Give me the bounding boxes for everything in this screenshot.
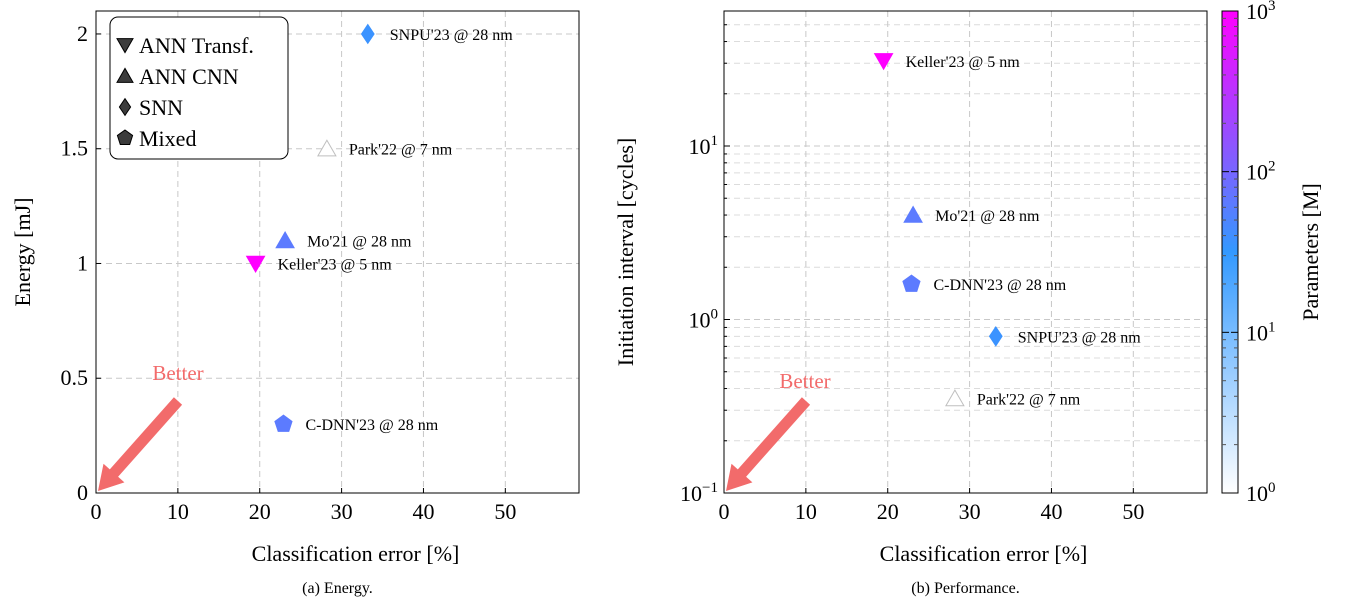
better-label: Better: [779, 369, 830, 393]
x-tick-label: 0: [719, 499, 730, 524]
point-label: SNPU'23 @ 28 nm: [1018, 329, 1142, 346]
data-point-triangle-down: [873, 53, 894, 71]
legend-box: [109, 16, 289, 160]
y-tick-label: 0.5: [61, 365, 89, 390]
y-axis-label: Energy [mJ]: [10, 198, 35, 307]
better-label: Better: [152, 361, 203, 385]
legend-entry: SNN: [139, 95, 183, 120]
colorbar-tick-label: 102: [1246, 159, 1276, 185]
x-tick-label: 50: [1122, 499, 1144, 524]
legend-marker-triangle-down: [116, 38, 134, 54]
data-point-diamond: [988, 326, 1003, 347]
data-point-pentagon: [902, 274, 921, 292]
data-point-triangle-down: [245, 255, 266, 274]
better-arrow: [98, 397, 183, 491]
data-point-diamond: [360, 23, 375, 45]
x-axis-label: Classification error [%]: [252, 541, 460, 566]
better-arrow: [726, 397, 811, 491]
plot-frame-performance: [723, 10, 1208, 494]
data-point-pentagon: [274, 414, 293, 432]
point-label: Park'22 @ 7 nm: [349, 142, 453, 159]
x-tick-label: 30: [959, 499, 981, 524]
x-tick-label: 10: [795, 499, 817, 524]
y-tick-label: 100: [689, 307, 719, 333]
colorbar-tick-label: 103: [1246, 0, 1276, 24]
x-axis-label: Classification error [%]: [880, 541, 1088, 566]
caption-energy: (a) Energy.: [302, 580, 373, 597]
data-point-triangle-up: [945, 389, 965, 407]
point-label: C-DNN'23 @ 28 nm: [305, 417, 438, 434]
y-axis-label: Initiation interval [cycles]: [613, 138, 638, 366]
x-tick-label: 50: [494, 499, 516, 524]
x-tick-label: 30: [331, 499, 353, 524]
legend-entry: ANN CNN: [139, 64, 239, 89]
colorbar-tick-label: 101: [1246, 319, 1276, 345]
point-label: Mo'21 @ 28 nm: [935, 208, 1040, 225]
data-point-triangle-up: [275, 230, 295, 249]
point-label: Keller'23 @ 5 nm: [278, 256, 393, 273]
y-tick-label: 2: [77, 21, 88, 46]
x-tick-label: 10: [167, 499, 189, 524]
legend-entry: Mixed: [139, 126, 196, 151]
legend-entry: ANN Transf.: [139, 33, 254, 58]
data-point-triangle-up: [903, 205, 923, 223]
x-tick-label: 0: [91, 499, 102, 524]
data-point-triangle-up: [317, 139, 337, 157]
y-tick-label: 0: [77, 480, 88, 505]
point-label: Keller'23 @ 5 nm: [906, 54, 1021, 71]
point-label: SNPU'23 @ 28 nm: [390, 27, 514, 44]
y-tick-label: 1.5: [61, 136, 89, 161]
legend-marker-diamond: [118, 97, 132, 117]
point-label: Mo'21 @ 28 nm: [307, 234, 412, 251]
plot-frame-energy: [95, 10, 580, 494]
colorbar: [1221, 10, 1239, 494]
legend-marker-pentagon: [116, 129, 134, 145]
caption-performance: (b) Performance.: [911, 580, 1019, 597]
y-tick-label: 101: [689, 133, 719, 159]
x-tick-label: 20: [877, 499, 899, 524]
y-tick-label: 1: [77, 250, 88, 275]
legend-marker-triangle-up: [116, 67, 134, 83]
point-label: C-DNN'23 @ 28 nm: [933, 277, 1066, 294]
x-tick-label: 20: [249, 499, 271, 524]
y-tick-label: 10−1: [680, 480, 718, 506]
x-tick-label: 40: [1040, 499, 1062, 524]
x-tick-label: 40: [412, 499, 434, 524]
point-label: Park'22 @ 7 nm: [977, 392, 1081, 409]
colorbar-tick-label: 100: [1246, 480, 1276, 506]
colorbar-label: Parameters [M]: [1298, 183, 1323, 320]
